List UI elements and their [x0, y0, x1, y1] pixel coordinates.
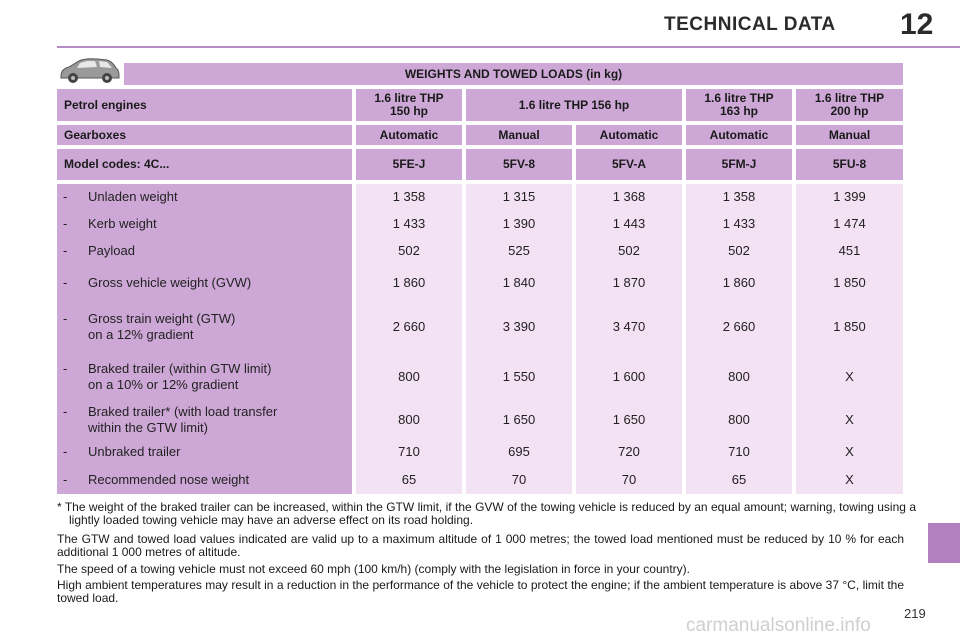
chapter-side-tab	[928, 523, 960, 563]
temperature-note: High ambient temperatures may result in …	[57, 578, 904, 605]
engine-header: 1.6 litre THP 156 hp	[466, 89, 682, 121]
engine-header: 1.6 litre THP 200 hp	[796, 89, 903, 121]
engine-header: 1.6 litre THP 150 hp	[356, 89, 462, 121]
table-body-column	[466, 184, 572, 494]
speed-note: The speed of a towing vehicle must not e…	[57, 562, 690, 576]
row-bullet: -	[63, 361, 68, 376]
table-cell-value: 800	[398, 412, 420, 427]
footnote: * The weight of the braked trailer can b…	[57, 500, 916, 527]
table-body-label-column	[57, 184, 352, 494]
table-cell-value: 800	[398, 369, 420, 384]
table-cell-value: 1 840	[502, 275, 536, 290]
table-cell-value: 1 474	[833, 216, 866, 231]
table-cell-value: 1 399	[833, 189, 866, 204]
gearboxes-header-label: Gearboxes	[57, 125, 352, 145]
row-bullet: -	[63, 311, 68, 326]
table-cell-value: 1 850	[833, 275, 866, 290]
car-icon	[60, 58, 120, 83]
model-code-header: 5FE-J	[356, 149, 462, 180]
table-cell-value: 800	[728, 412, 750, 427]
table-cell-value: 1 315	[502, 189, 536, 204]
table-cell-value: 1 358	[722, 189, 756, 204]
watermark: carmanualsonline.info	[686, 615, 871, 636]
row-label-text: Gross train weight (GTW) on a 12% gradie…	[88, 311, 236, 342]
header-divider	[57, 46, 960, 48]
table-cell-value: 1 368	[612, 189, 646, 204]
table-cell-value: 70	[621, 472, 637, 487]
model-code-header: 5FV-A	[576, 149, 682, 180]
table-cell-value: 502	[398, 243, 420, 258]
row-bullet: -	[63, 472, 68, 487]
row-label-text: Payload	[88, 243, 135, 258]
table-cell-value: 451	[838, 243, 861, 258]
gearbox-header: Automatic	[686, 125, 792, 145]
table-cell-value: 3 470	[612, 319, 646, 334]
table-cell-value: X	[845, 412, 854, 427]
table-body-column	[576, 184, 682, 494]
table-cell-value: 720	[618, 444, 640, 459]
model-code-header: 5FM-J	[686, 149, 792, 180]
table-title: WEIGHTS AND TOWED LOADS (in kg)	[124, 63, 903, 85]
table-cell-value: 1 850	[833, 319, 866, 334]
gearbox-header: Automatic	[356, 125, 462, 145]
row-label-text: Braked trailer* (with load transfer with…	[88, 404, 278, 435]
gearbox-header: Automatic	[576, 125, 682, 145]
table-cell-value: 800	[728, 369, 750, 384]
table-cell-value: 1 860	[722, 275, 756, 290]
row-bullet: -	[63, 444, 68, 459]
table-cell-value: 502	[728, 243, 750, 258]
gearbox-header: Manual	[466, 125, 572, 145]
row-label-text: Kerb weight	[88, 216, 157, 231]
row-bullet: -	[63, 243, 68, 258]
table-body-column	[796, 184, 903, 494]
table-cell-value: 1 600	[612, 369, 646, 384]
table-cell-value: 1 433	[722, 216, 756, 231]
row-label-text: Braked trailer (within GTW limit) on a 1…	[88, 361, 272, 392]
table-cell-value: 502	[618, 243, 640, 258]
page-title: TECHNICAL DATA	[664, 14, 836, 35]
row-label-text: Recommended nose weight	[88, 472, 250, 487]
table-cell-value: 1 390	[502, 216, 536, 231]
engine-header: 1.6 litre THP 163 hp	[686, 89, 792, 121]
table-cell-value: 1 650	[502, 412, 536, 427]
row-bullet: -	[63, 216, 68, 231]
table-cell-value: 65	[731, 472, 747, 487]
table-body-column	[356, 184, 462, 494]
gearbox-header: Manual	[796, 125, 903, 145]
table-body-column	[686, 184, 792, 494]
table-cell-value: 3 390	[502, 319, 536, 334]
row-bullet: -	[63, 189, 68, 204]
row-label-text: Unladen weight	[88, 189, 178, 204]
row-bullet: -	[63, 275, 68, 290]
table-cell-value: 1 443	[612, 216, 646, 231]
table-cell-value: 70	[511, 472, 527, 487]
table-cell-value: 1 433	[392, 216, 426, 231]
table-cell-value: 710	[398, 444, 420, 459]
table-cell-value: X	[845, 444, 854, 459]
table-cell-value: 1 650	[612, 412, 646, 427]
model-code-header: 5FU-8	[796, 149, 903, 180]
table-cell-value: 710	[728, 444, 750, 459]
table-cell-value: 525	[508, 243, 530, 258]
table-cell-value: 2 660	[392, 319, 426, 334]
table-cell-value: 695	[508, 444, 530, 459]
model-codes-header-label: Model codes: 4C...	[57, 149, 352, 180]
engines-header-label: Petrol engines	[57, 89, 352, 121]
table-cell-value: 2 660	[722, 319, 756, 334]
table-cell-value: 1 550	[502, 369, 536, 384]
chapter-number: 12	[900, 8, 934, 41]
table-cell-value: 1 358	[392, 189, 426, 204]
page-number: 219	[904, 606, 926, 621]
table-cell-value: X	[845, 369, 854, 384]
model-code-header: 5FV-8	[466, 149, 572, 180]
table-cell-value: X	[845, 472, 854, 487]
row-label-text: Gross vehicle weight (GVW)	[88, 275, 252, 290]
row-label-text: Unbraked trailer	[88, 444, 181, 459]
altitude-note: The GTW and towed load values indicated …	[57, 532, 904, 559]
table-cell-value: 65	[401, 472, 417, 487]
table-cell-value: 1 870	[612, 275, 646, 290]
table-cell-value: 1 860	[392, 275, 426, 290]
row-bullet: -	[63, 404, 68, 419]
